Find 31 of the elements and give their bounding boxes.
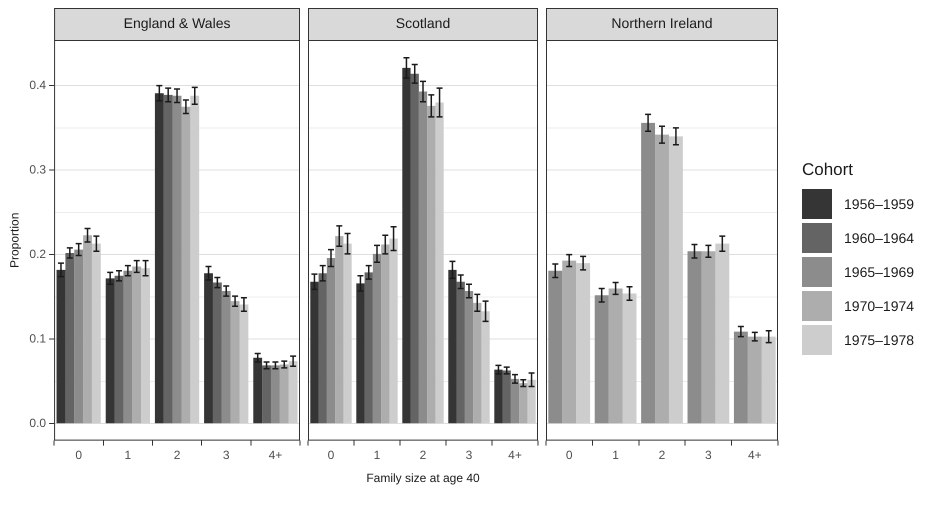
chart-title: Scotland	[396, 14, 450, 31]
y-tick-label: 0.3	[29, 162, 46, 176]
x-tick-label: 4+	[748, 448, 762, 462]
x-tick-label: 2	[420, 448, 427, 462]
x-tick-label: 2	[658, 448, 666, 462]
y-tick-label: 0.2	[29, 246, 46, 261]
x-tick-label: 2	[174, 448, 181, 462]
chart-title: Northern Ireland	[611, 14, 713, 31]
x-tick-label: 4+	[508, 448, 522, 462]
x-tick-label: 0	[75, 448, 82, 462]
legend-label: 1975–1978	[844, 332, 914, 348]
x-tick-label: 0	[566, 448, 573, 462]
legend-label: 1970–1974	[844, 298, 914, 314]
x-tick-label: 0	[328, 448, 335, 462]
chart-title: England & Wales	[124, 14, 230, 31]
x-tick-label: 4+	[268, 448, 282, 462]
legend-label: 1965–1969	[844, 264, 914, 280]
legend-label: 1956–1959	[844, 196, 914, 212]
x-tick-label: 1	[124, 448, 132, 462]
x-tick-label: 3	[222, 448, 230, 462]
y-axis-title: Proportion	[8, 212, 22, 268]
y-tick-label: 0.4	[29, 78, 46, 92]
y-tick-label: 0.1	[29, 331, 46, 346]
x-axis-title: Family size at age 40	[366, 471, 480, 485]
legend-title: Cohort	[802, 160, 854, 180]
x-tick-label: 1	[374, 448, 381, 462]
x-tick-label: 3	[466, 448, 473, 462]
x-tick-label: 3	[705, 448, 712, 462]
x-tick-label: 1	[612, 448, 620, 462]
legend-label: 1960–1964	[844, 230, 914, 246]
y-tick-label: 0.0	[29, 416, 46, 430]
